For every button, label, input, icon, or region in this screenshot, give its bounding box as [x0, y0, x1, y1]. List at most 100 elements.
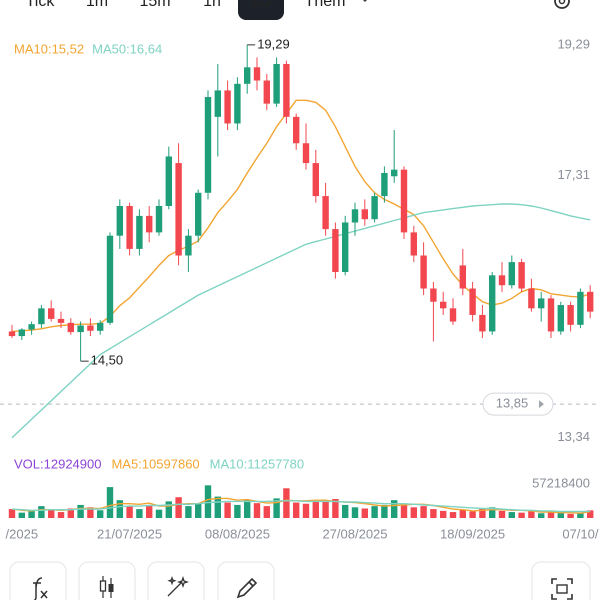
- volume-bar: [498, 510, 506, 518]
- volume-bar: [195, 503, 202, 518]
- volume-bar: [371, 506, 378, 518]
- volume-bar: [420, 506, 427, 518]
- candle-body: [244, 67, 251, 84]
- candle-body: [351, 209, 359, 223]
- settings-icon[interactable]: [554, 0, 570, 9]
- volume-bar: [224, 502, 231, 518]
- volume-bar: [293, 502, 300, 518]
- vol-ma5-legend: MA5:10597860: [111, 456, 199, 471]
- volume-bar: [400, 503, 408, 518]
- timeframe-tabs: Tick 1m 15m 1h 1D Thêm: [26, 0, 346, 20]
- candle-body: [508, 262, 515, 286]
- volume-bar: [567, 513, 574, 518]
- volume-bar: [469, 511, 476, 518]
- volume-bar: [244, 500, 251, 518]
- candle-body: [440, 301, 447, 309]
- volume-bar: [459, 509, 466, 518]
- tab[interactable]: Tick: [26, 0, 56, 10]
- candle-body: [547, 298, 555, 332]
- volume-bar: [342, 504, 349, 518]
- volume-bar: [381, 504, 388, 518]
- tab[interactable]: 1h: [203, 0, 221, 10]
- candle-body: [498, 275, 506, 286]
- volume-bar: [430, 509, 437, 518]
- tab[interactable]: Thêm: [305, 0, 346, 10]
- screenshot-icon: [551, 578, 573, 600]
- volume-bar: [77, 504, 84, 518]
- candle-body: [214, 90, 221, 117]
- settings-gear-center: [558, 0, 566, 5]
- volume-bar: [214, 496, 221, 518]
- volume-bar: [57, 512, 65, 518]
- volume-bar: [489, 507, 496, 518]
- volume-bar: [283, 488, 290, 518]
- volume-bar: [106, 487, 114, 518]
- x-tick-label: /2025: [6, 526, 39, 541]
- candle-body: [361, 209, 368, 220]
- candle-body: [234, 83, 241, 124]
- candle-body: [165, 156, 172, 206]
- candle-body: [469, 288, 476, 315]
- candle-body: [38, 308, 45, 325]
- candle-body: [116, 205, 123, 236]
- candle-body: [136, 215, 143, 249]
- screenshot-button[interactable]: [531, 561, 591, 600]
- chart-type-button[interactable]: [78, 561, 136, 600]
- draw-button[interactable]: [217, 561, 275, 600]
- more-chevron[interactable]: [360, 0, 370, 3]
- volume-bar: [538, 513, 545, 518]
- candle-body: [204, 97, 212, 193]
- tab[interactable]: 1D: [251, 0, 271, 10]
- ma-line: [11, 99, 591, 333]
- candle-body: [97, 322, 104, 331]
- candle-body: [293, 116, 300, 144]
- volume-bar: [302, 503, 310, 518]
- x-tick-label: 27/08/2025: [322, 526, 387, 541]
- candle-body: [18, 329, 25, 337]
- volume-bar: [332, 498, 339, 518]
- volume-bar: [263, 506, 270, 518]
- tab[interactable]: 15m: [139, 0, 170, 10]
- candle-body: [430, 288, 437, 302]
- candle-body: [253, 67, 261, 81]
- tab[interactable]: 1m: [86, 0, 108, 10]
- candle-body: [410, 232, 417, 256]
- volume-bar: [67, 508, 74, 518]
- x-tick-label: 08/08/2025: [205, 526, 270, 541]
- candle-body: [155, 205, 163, 233]
- candle-body: [57, 318, 65, 323]
- volume-bar: [204, 485, 212, 518]
- vol-ma-line: [11, 500, 591, 513]
- candle-body: [420, 255, 427, 289]
- volume-bar: [18, 512, 25, 518]
- x-tick-label: 21/07/2025: [97, 526, 162, 541]
- vol-ma10-legend: MA10:11257780: [210, 456, 304, 471]
- indicator-button[interactable]: [147, 561, 205, 600]
- volume-bar: [87, 507, 94, 518]
- settings-gear[interactable]: [554, 0, 570, 9]
- volume-bar: [479, 508, 486, 518]
- toolbar: [9, 561, 591, 600]
- indicator-icon: [167, 575, 190, 597]
- volume-bar: [146, 504, 153, 518]
- volume-bar: [557, 512, 564, 518]
- annotation-label: 14,50: [91, 353, 124, 368]
- ref-pill: [482, 392, 554, 416]
- ma50-legend: MA50:16,64: [92, 41, 162, 56]
- candle-body: [381, 172, 388, 197]
- y-tick-label: 19,29: [557, 36, 590, 51]
- ref-arrow: [539, 400, 544, 409]
- candle-body: [567, 305, 574, 325]
- ma10-legend: MA10:15,52: [14, 41, 84, 56]
- active-tab-bg[interactable]: [238, 0, 284, 20]
- volume-bar: [28, 510, 35, 518]
- y-tick-label: 17,31: [557, 167, 590, 182]
- pencil-icon: [236, 577, 258, 599]
- candle-body: [224, 90, 231, 124]
- volume-bar: [449, 512, 457, 518]
- candle-body: [273, 64, 280, 104]
- candle-body: [400, 169, 408, 233]
- candle-body: [263, 80, 270, 104]
- candle-body: [449, 308, 457, 322]
